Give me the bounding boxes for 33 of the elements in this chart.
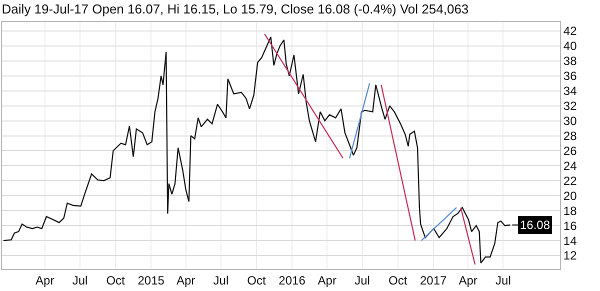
- x-tick-label: Apr: [458, 273, 478, 288]
- y-tick-label: 12: [563, 248, 578, 263]
- y-tick-label: 22: [563, 174, 578, 188]
- y-tick-label: 26: [563, 144, 578, 158]
- y-tick-label: 20: [563, 188, 578, 203]
- y-tick-label: 32: [563, 99, 578, 114]
- x-tick-label: Jul: [213, 273, 229, 288]
- x-tick-label: Apr: [318, 273, 336, 288]
- x-tick-label: Jul: [354, 273, 370, 288]
- x-tick-label: Apr: [176, 273, 196, 288]
- x-tick-label: 2017: [420, 273, 448, 288]
- x-tick-label: Oct: [247, 273, 266, 288]
- x-tick-label: Oct: [388, 273, 408, 288]
- x-tick-label: 2015: [138, 273, 165, 288]
- y-tick-label: 38: [563, 54, 578, 68]
- line-series: [2, 36, 511, 264]
- y-tick-label: 24: [563, 158, 578, 173]
- y-tick-label: 30: [563, 114, 578, 128]
- x-tick-label: Jul: [496, 273, 511, 288]
- y-tick-label: 18: [563, 204, 578, 218]
- x-tick-label: Oct: [106, 273, 126, 288]
- y-tick-label: 42: [563, 24, 578, 38]
- x-tick-label: Jul: [72, 273, 88, 288]
- y-tick-label: 14: [563, 234, 578, 248]
- x-tick-label: Apr: [36, 273, 54, 288]
- y-tick-label: 34: [563, 84, 578, 98]
- chart-title: Daily 19-Jul-17 Open 16.07, Hi 16.15, Lo 15.79, Close 16.08 (-0.4%) Vol 254,063: [2, 1, 469, 16]
- annotation: 16.08: [520, 218, 550, 232]
- y-tick-label: 16: [563, 218, 578, 233]
- y-tick-label: 40: [563, 39, 578, 54]
- y-tick-label: 36: [563, 69, 578, 84]
- y-tick-label: 28: [563, 128, 578, 143]
- x-tick-label: 2016: [278, 273, 306, 288]
